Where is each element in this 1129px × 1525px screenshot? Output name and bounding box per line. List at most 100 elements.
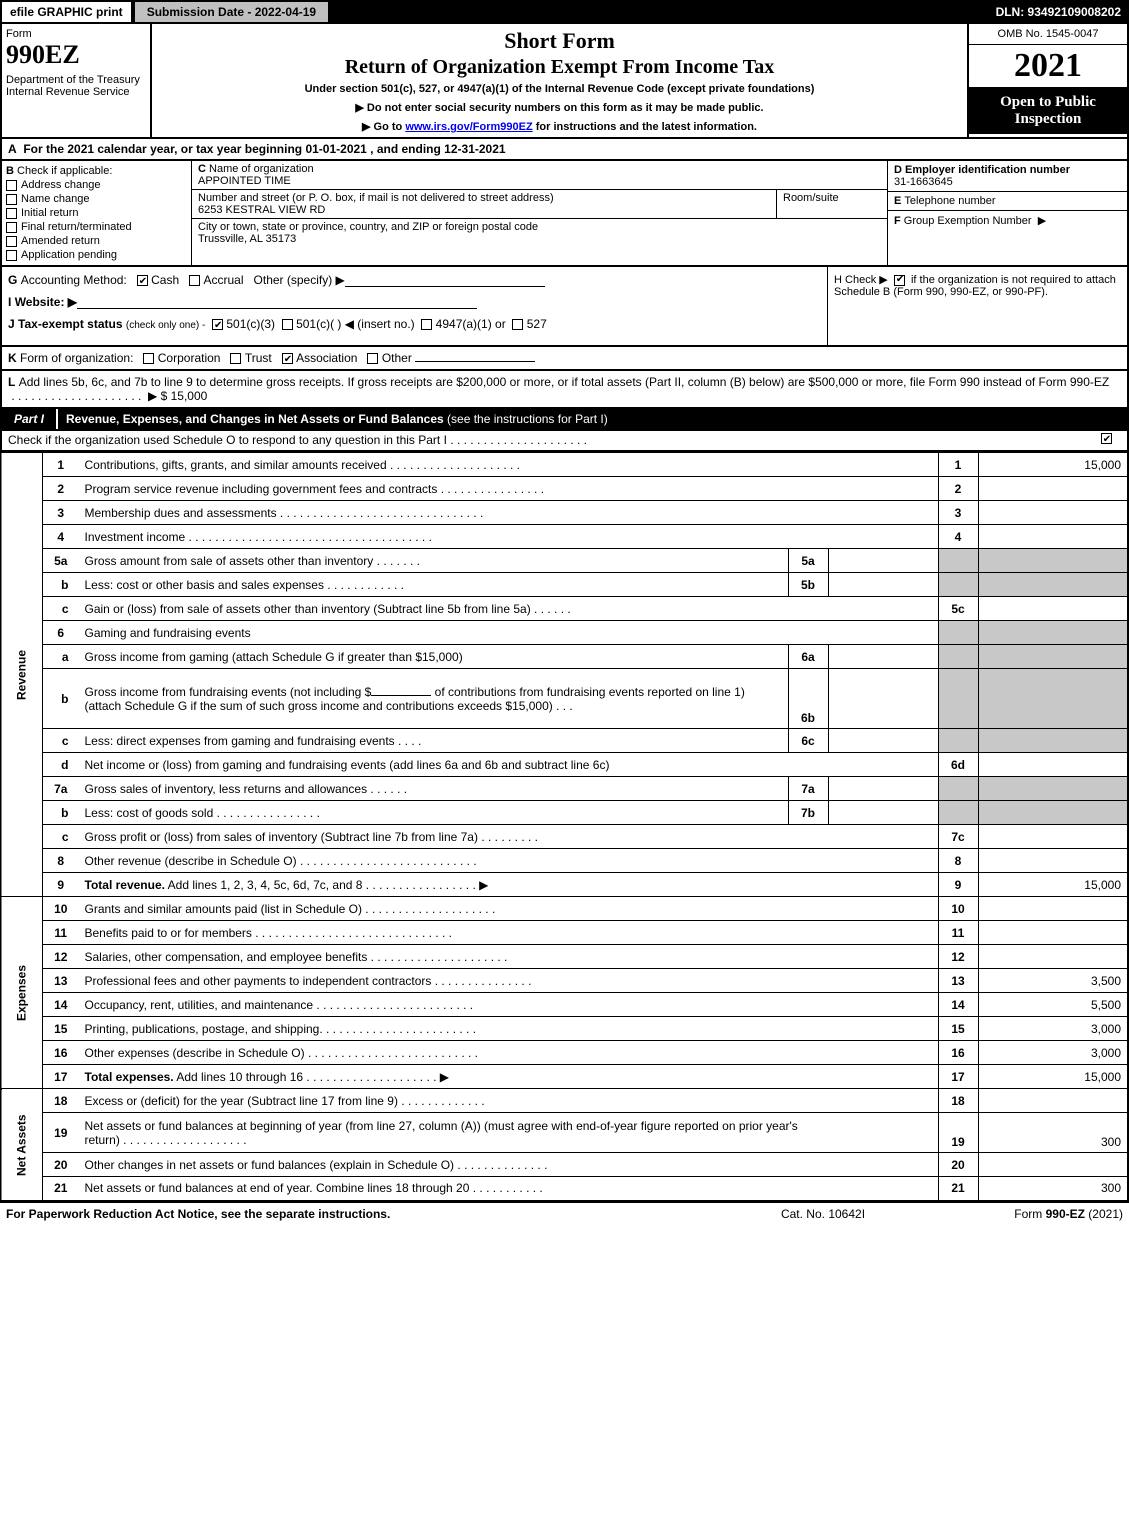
line-j: J Tax-exempt status (check only one) - 5… — [8, 317, 821, 331]
checkbox-accrual[interactable] — [189, 275, 200, 286]
line-2-value — [978, 477, 1128, 501]
netassets-side-label: Net Assets — [1, 1089, 43, 1201]
expenses-side-label: Expenses — [1, 897, 43, 1089]
section-bcdef: B Check if applicable: Address change Na… — [0, 161, 1129, 267]
line-7b-value — [828, 801, 938, 825]
checkbox-final-return[interactable] — [6, 222, 17, 233]
table-row: c Less: direct expenses from gaming and … — [1, 729, 1128, 753]
checkbox-schedule-o[interactable] — [1101, 433, 1112, 444]
checkbox-other-org[interactable] — [367, 353, 378, 364]
line-6b-value — [828, 669, 938, 729]
ssn-note: ▶ Do not enter social security numbers o… — [160, 101, 959, 114]
checkbox-application-pending[interactable] — [6, 250, 17, 261]
org-name: APPOINTED TIME — [198, 175, 291, 187]
table-row: b Less: cost or other basis and sales ex… — [1, 573, 1128, 597]
line-5a-value — [828, 549, 938, 573]
table-row: 15 Printing, publications, postage, and … — [1, 1017, 1128, 1041]
revenue-side-label: Revenue — [1, 453, 43, 897]
part-i-header: Part I Revenue, Expenses, and Changes in… — [0, 409, 1129, 431]
section-ghij: G Accounting Method: Cash Accrual Other … — [0, 267, 1129, 347]
form-label: Form — [6, 28, 146, 40]
table-row: 14 Occupancy, rent, utilities, and maint… — [1, 993, 1128, 1017]
line-a-text: For the 2021 calendar year, or tax year … — [23, 142, 505, 156]
table-row: 3 Membership dues and assessments . . . … — [1, 501, 1128, 525]
line-7a-value — [828, 777, 938, 801]
short-form-title: Short Form — [160, 28, 959, 54]
table-row: 21 Net assets or fund balances at end of… — [1, 1177, 1128, 1201]
checkbox-corporation[interactable] — [143, 353, 154, 364]
table-row: 2 Program service revenue including gove… — [1, 477, 1128, 501]
line-7c-value — [978, 825, 1128, 849]
form-header: Form 990EZ Department of the Treasury In… — [0, 24, 1129, 139]
checkbox-address-change[interactable] — [6, 180, 17, 191]
table-row: 13 Professional fees and other payments … — [1, 969, 1128, 993]
street-address: 6253 KESTRAL VIEW RD — [198, 204, 325, 216]
checkbox-association[interactable] — [282, 353, 293, 364]
city-state-zip: Trussville, AL 35173 — [198, 233, 296, 245]
line-a: A For the 2021 calendar year, or tax yea… — [0, 139, 1129, 161]
table-row: Revenue 1 Contributions, gifts, grants, … — [1, 453, 1128, 477]
line-21-value: 300 — [978, 1177, 1128, 1201]
table-row: 4 Investment income . . . . . . . . . . … — [1, 525, 1128, 549]
section-def: D Employer identification number 31-1663… — [887, 161, 1127, 265]
line-1-value: 15,000 — [978, 453, 1128, 477]
table-row: 12 Salaries, other compensation, and emp… — [1, 945, 1128, 969]
table-row: c Gross profit or (loss) from sales of i… — [1, 825, 1128, 849]
table-row: 17 Total expenses. Add lines 10 through … — [1, 1065, 1128, 1089]
line-18-value — [978, 1089, 1128, 1113]
line-6c-value — [828, 729, 938, 753]
checkbox-501c3[interactable] — [212, 319, 223, 330]
table-row: 11 Benefits paid to or for members . . .… — [1, 921, 1128, 945]
open-to-public: Open to Public Inspection — [969, 88, 1127, 134]
department-text: Department of the Treasury Internal Reve… — [6, 74, 146, 98]
checkbox-initial-return[interactable] — [6, 208, 17, 219]
irs-link[interactable]: www.irs.gov/Form990EZ — [405, 121, 532, 133]
ein-value: 31-1663645 — [894, 176, 953, 188]
table-row: d Net income or (loss) from gaming and f… — [1, 753, 1128, 777]
table-row: 5a Gross amount from sale of assets othe… — [1, 549, 1128, 573]
checkbox-527[interactable] — [512, 319, 523, 330]
checkbox-trust[interactable] — [230, 353, 241, 364]
top-bar: efile GRAPHIC print Submission Date - 20… — [0, 0, 1129, 24]
line-10-value — [978, 897, 1128, 921]
line-i: I Website: ▶ — [8, 295, 821, 309]
checkbox-cash[interactable] — [137, 275, 148, 286]
line-6a-value — [828, 645, 938, 669]
line-g: G Accounting Method: Cash Accrual Other … — [8, 273, 821, 287]
line-11-value — [978, 921, 1128, 945]
checkbox-schedule-b[interactable] — [894, 275, 905, 286]
line-5b-value — [828, 573, 938, 597]
checkbox-4947[interactable] — [421, 319, 432, 330]
checkbox-amended-return[interactable] — [6, 236, 17, 247]
checkbox-501c[interactable] — [282, 319, 293, 330]
page-footer: For Paperwork Reduction Act Notice, see … — [0, 1202, 1129, 1225]
line-19-value: 300 — [978, 1113, 1128, 1153]
table-row: 16 Other expenses (describe in Schedule … — [1, 1041, 1128, 1065]
line-16-value: 3,000 — [978, 1041, 1128, 1065]
line-15-value: 3,000 — [978, 1017, 1128, 1041]
table-row: 8 Other revenue (describe in Schedule O)… — [1, 849, 1128, 873]
table-row: 6 Gaming and fundraising events — [1, 621, 1128, 645]
line-13-value: 3,500 — [978, 969, 1128, 993]
efile-print-button[interactable]: efile GRAPHIC print — [0, 0, 133, 24]
part-i-tab: Part I — [2, 409, 58, 429]
goto-note: ▶ Go to www.irs.gov/Form990EZ for instru… — [160, 120, 959, 133]
table-row: b Less: cost of goods sold . . . . . . .… — [1, 801, 1128, 825]
line-4-value — [978, 525, 1128, 549]
gross-receipts-value: $ 15,000 — [161, 389, 208, 403]
line-k: K Form of organization: Corporation Trus… — [0, 347, 1129, 371]
line-6d-value — [978, 753, 1128, 777]
table-row: Net Assets 18 Excess or (deficit) for th… — [1, 1089, 1128, 1113]
table-row: 20 Other changes in net assets or fund b… — [1, 1153, 1128, 1177]
line-17-value: 15,000 — [978, 1065, 1128, 1089]
section-b: B Check if applicable: Address change Na… — [2, 161, 192, 265]
line-5c-value — [978, 597, 1128, 621]
line-12-value — [978, 945, 1128, 969]
line-l: L Add lines 5b, 6c, and 7b to line 9 to … — [0, 371, 1129, 409]
room-suite: Room/suite — [777, 190, 887, 218]
form-footer-id: Form 990-EZ (2021) — [923, 1207, 1123, 1221]
form-number: 990EZ — [6, 40, 146, 70]
line-20-value — [978, 1153, 1128, 1177]
checkbox-name-change[interactable] — [6, 194, 17, 205]
header-center: Short Form Return of Organization Exempt… — [152, 24, 967, 137]
